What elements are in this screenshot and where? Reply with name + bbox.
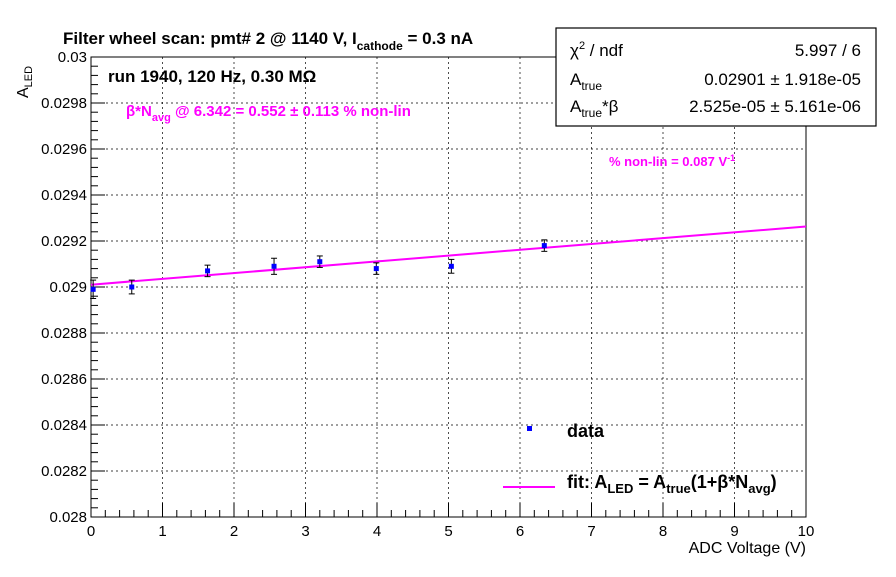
x-tick-label: 5	[444, 523, 452, 540]
beta-annotation: β*Navg @ 6.342 = 0.552 ± 0.113 % non-lin	[126, 103, 411, 124]
legend-data-marker	[527, 426, 532, 431]
y-tick-label: 0.03	[58, 49, 87, 66]
data-marker	[205, 268, 211, 274]
stats-chi2-value: 5.997 / 6	[795, 41, 861, 60]
y-tick-label: 0.0298	[41, 95, 87, 112]
data-marker	[90, 286, 96, 292]
stats-atrue-label: Atrue	[570, 70, 602, 93]
y-tick-label: 0.028	[49, 509, 87, 526]
x-axis-title: ADC Voltage (V)	[689, 540, 806, 557]
x-tick-label: 8	[659, 523, 667, 540]
stats-atrue-value: 0.02901 ± 1.918e-05	[704, 70, 861, 89]
x-tick-label: 7	[587, 523, 595, 540]
legend-data-label: data	[567, 421, 605, 441]
x-tick-label: 0	[87, 523, 95, 540]
y-axis-title: ALED	[15, 66, 35, 98]
data-point	[90, 279, 97, 299]
x-tick-label: 2	[230, 523, 238, 540]
x-tick-label: 4	[373, 523, 381, 540]
stats-box: χ2 / ndf 5.997 / 6 Atrue 0.02901 ± 1.918…	[555, 27, 877, 127]
data-point	[541, 239, 548, 252]
data-point	[204, 264, 211, 278]
data-marker	[271, 263, 277, 269]
x-tick-label: 10	[798, 523, 815, 540]
y-tick-label: 0.0284	[41, 417, 87, 434]
stats-atb-label: Atrue*β	[570, 97, 619, 120]
data-point	[128, 279, 135, 295]
y-tick-label: 0.0294	[41, 187, 87, 204]
data-point	[448, 258, 455, 274]
chart-title: Filter wheel scan: pmt# 2 @ 1140 V, Icat…	[63, 29, 473, 53]
legend: data fit: ALED = Atrue(1+β*Navg)	[503, 421, 777, 496]
x-tick-label: 6	[516, 523, 524, 540]
grid	[91, 57, 806, 517]
y-tick-label: 0.029	[49, 279, 87, 296]
x-tick-label: 9	[730, 523, 738, 540]
legend-fit-label: fit: ALED = Atrue(1+β*Navg)	[567, 472, 777, 496]
data-marker	[129, 284, 135, 290]
y-tick-label: 0.0288	[41, 325, 87, 342]
fit-series	[90, 225, 807, 286]
y-tick-label: 0.0282	[41, 463, 87, 480]
y-tick-label: 0.0292	[41, 233, 87, 250]
data-marker	[541, 243, 547, 249]
x-axis: 0 1 2 3 4 5 6 7 8 9 10	[87, 503, 815, 540]
nonlin-annotation: % non-lin = 0.087 V-1	[609, 153, 735, 169]
y-tick-label: 0.0296	[41, 141, 87, 158]
data-point	[373, 262, 380, 275]
data-marker	[373, 266, 379, 272]
stats-chi2-label: χ2 / ndf	[570, 40, 623, 60]
y-axis: 0.028 0.0282 0.0284 0.0286 0.0288 0.029 0.0292…	[41, 49, 105, 526]
data-point	[271, 257, 278, 275]
run-info: run 1940, 120 Hz, 0.30 MΩ	[108, 67, 316, 86]
y-tick-label: 0.0286	[41, 371, 87, 388]
fit-line	[90, 225, 807, 286]
stats-atb-value: 2.525e-05 ± 5.161e-06	[689, 97, 861, 116]
data-point	[316, 255, 323, 268]
x-tick-label: 3	[301, 523, 309, 540]
x-tick-label: 1	[158, 523, 166, 540]
data-marker	[448, 263, 454, 269]
data-marker	[317, 259, 323, 265]
data-series	[90, 239, 548, 299]
